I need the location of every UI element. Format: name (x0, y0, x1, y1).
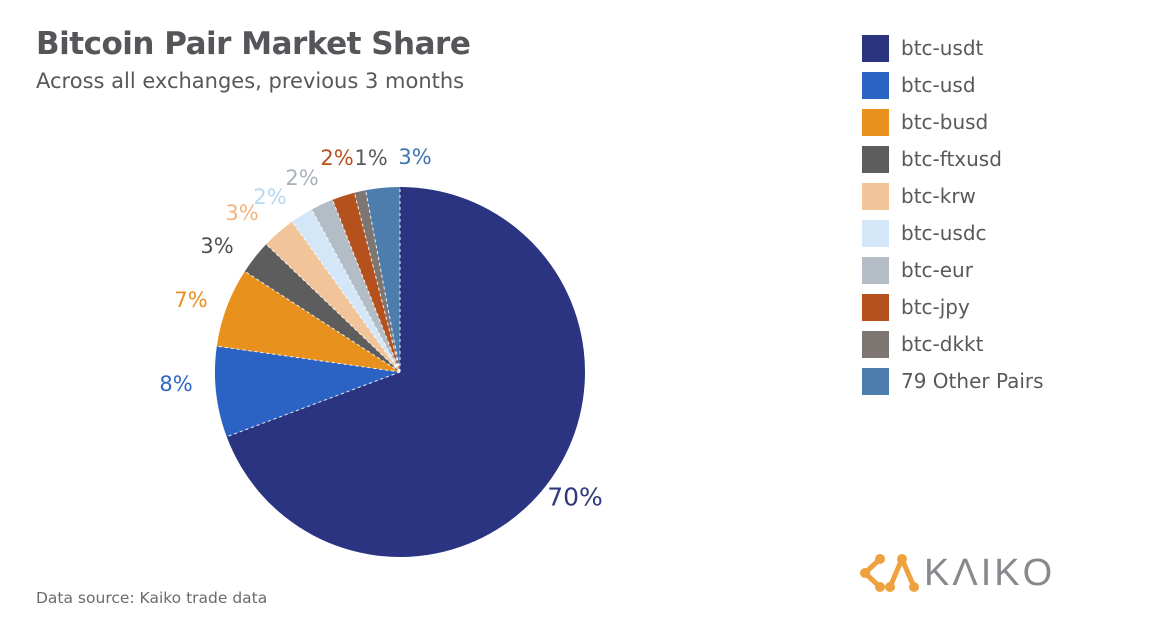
kaiko-logo-icon (860, 554, 919, 592)
legend-label: btc-krw (901, 184, 976, 208)
slice-separator (353, 192, 401, 373)
kaiko-logo: KΛIKO (856, 548, 1055, 598)
pie-label-btc-usdt: 70% (547, 482, 603, 512)
slice-separator (291, 221, 401, 373)
legend-label: btc-busd (901, 110, 989, 134)
legend-swatch (862, 145, 889, 173)
pie-slice-btc-jpy (332, 192, 400, 372)
pie-slice-btc-usdc (292, 209, 400, 372)
legend-swatch (862, 34, 889, 62)
legend-swatch (862, 219, 889, 247)
pie-label-btc-jpy: 2% (320, 146, 354, 170)
legend-label: btc-usd (901, 73, 976, 97)
legend-item-79-other-pairs: 79 Other Pairs (862, 367, 1044, 395)
slice-separator (332, 199, 401, 373)
legend-item-btc-ftxusd: btc-ftxusd (862, 145, 1044, 173)
legend-item-btc-eur: btc-eur (862, 256, 1044, 284)
pie-slice-btc-krw (266, 221, 400, 372)
legend: btc-usdt btc-usd btc-busd btc-ftxusd btc-krw… (862, 34, 1044, 404)
pie-label-btc-usdc: 2% (253, 185, 287, 209)
legend-label: btc-eur (901, 258, 973, 282)
pie-slice-btc-eur (311, 199, 400, 372)
legend-swatch (862, 367, 889, 395)
pie-label-btc-dkkt: 1% (354, 146, 388, 170)
pie-label-79-other-pairs: 3% (398, 145, 432, 169)
legend-label: btc-usdc (901, 221, 987, 245)
legend-label: btc-jpy (901, 295, 970, 319)
slice-separator (365, 190, 401, 373)
pie-slice-btc-busd (216, 271, 400, 372)
pie-label-btc-ftxusd: 3% (200, 234, 234, 258)
data-source: Data source: Kaiko trade data (36, 589, 268, 607)
legend-item-btc-usdt: btc-usdt (862, 34, 1044, 62)
pie-label-btc-krw: 3% (225, 201, 259, 225)
legend-label: 79 Other Pairs (901, 369, 1044, 393)
legend-swatch (862, 108, 889, 136)
pie-slice-btc-ftxusd (244, 244, 400, 372)
pie-label-btc-eur: 2% (285, 166, 319, 190)
slice-separator (226, 371, 401, 438)
slice-separator (311, 209, 401, 373)
legend-item-btc-krw: btc-krw (862, 182, 1044, 210)
slice-separator (244, 270, 401, 373)
page-subtitle: Across all exchanges, previous 3 months (36, 69, 465, 93)
legend-item-btc-jpy: btc-jpy (862, 293, 1044, 321)
legend-swatch (862, 256, 889, 284)
legend-item-btc-dkkt: btc-dkkt (862, 330, 1044, 358)
page-title: Bitcoin Pair Market Share (36, 26, 471, 62)
legend-label: btc-dkkt (901, 332, 984, 356)
legend-swatch (862, 182, 889, 210)
slice-separator (265, 243, 401, 373)
pie-label-btc-usd: 8% (159, 372, 193, 396)
pie-label-btc-busd: 7% (174, 288, 208, 312)
pie-slice-btc-usd (215, 346, 400, 437)
kaiko-logo-text: KΛIKO (924, 552, 1056, 594)
pie-slice-btc-usdt (226, 187, 585, 558)
legend-item-btc-usdc: btc-usdc (862, 219, 1044, 247)
legend-item-btc-usd: btc-usd (862, 71, 1044, 99)
legend-label: btc-usdt (901, 36, 984, 60)
legend-item-btc-busd: btc-busd (862, 108, 1044, 136)
pie-slice-79-other-pairs (365, 187, 400, 372)
legend-swatch (862, 293, 889, 321)
legend-swatch (862, 71, 889, 99)
slice-separator (216, 345, 401, 373)
legend-label: btc-ftxusd (901, 147, 1002, 171)
legend-swatch (862, 330, 889, 358)
